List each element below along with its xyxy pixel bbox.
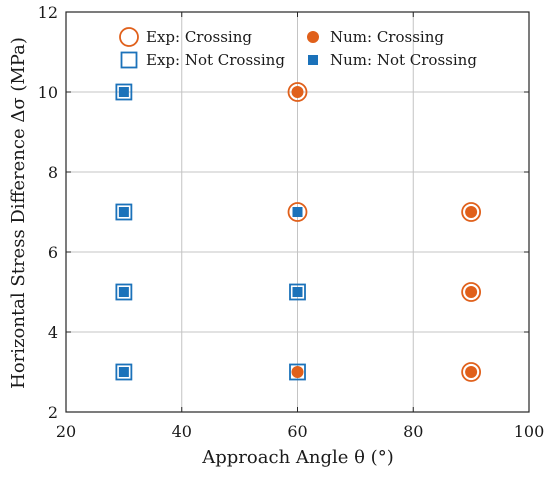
data-point: [461, 362, 482, 382]
data-markers: [115, 82, 482, 382]
data-point: [287, 82, 308, 102]
x-tick-label: 100: [514, 422, 545, 441]
data-point: [465, 206, 478, 218]
x-tick-label: 80: [403, 422, 423, 441]
data-point: [292, 207, 303, 217]
x-tick-label: 60: [287, 422, 307, 441]
legend-label: Exp: Crossing: [146, 28, 252, 46]
axes: 20 40 60 80 100 2 4 6 8 10 12: [38, 3, 545, 441]
data-point: [287, 202, 308, 222]
legend-marker: [119, 27, 139, 47]
data-point: [115, 83, 133, 101]
data-point: [118, 87, 129, 97]
data-point: [115, 363, 133, 381]
x-tick-label: 40: [172, 422, 192, 441]
x-tick-label: 20: [56, 422, 76, 441]
legend-marker: [308, 55, 318, 65]
legend-marker: [120, 51, 138, 69]
y-tick-label: 10: [38, 83, 58, 102]
data-point: [289, 363, 306, 381]
data-point: [461, 282, 482, 302]
data-point: [292, 287, 303, 297]
data-point: [291, 366, 304, 378]
data-point: [115, 203, 133, 221]
legend-label: Exp: Not Crossing: [146, 51, 285, 69]
x-axis-label: Approach Angle θ (°): [201, 447, 393, 468]
data-point: [289, 283, 306, 301]
data-point: [118, 287, 129, 297]
y-axis-label: Horizontal Stress Difference Δσ (MPa): [8, 37, 29, 389]
data-point: [291, 86, 304, 98]
data-point: [118, 367, 129, 377]
legend: Exp: Crossing Exp: Not Crossing Num: Cross…: [119, 27, 477, 69]
legend-label: Num: Not Crossing: [330, 51, 477, 69]
data-point: [115, 283, 133, 301]
y-tick-label: 6: [48, 243, 58, 262]
data-point: [118, 207, 129, 217]
y-tick-label: 8: [48, 163, 58, 182]
y-tick-label: 12: [38, 3, 58, 22]
y-tick-label: 4: [48, 323, 58, 342]
data-point: [465, 366, 478, 378]
data-point: [465, 286, 478, 298]
legend-marker: [307, 31, 319, 43]
y-tick-label: 2: [48, 403, 58, 422]
data-point: [461, 202, 482, 222]
legend-label: Num: Crossing: [330, 28, 444, 46]
